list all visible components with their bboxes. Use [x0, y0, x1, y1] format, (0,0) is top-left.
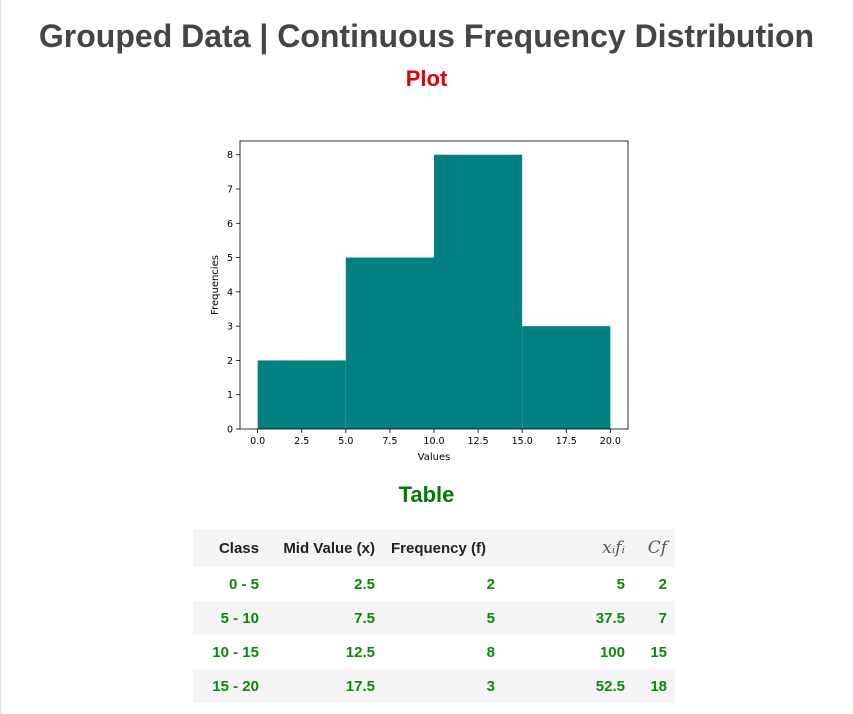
y-tick-label: 0	[227, 425, 233, 436]
header-frequency: Frequency (f)	[383, 529, 503, 567]
histogram-bar-1	[345, 257, 434, 429]
plot-heading: Plot	[405, 66, 448, 91]
table-header-row: Class Mid Value (x) Frequency (f) xᵢfᵢ C…	[193, 529, 675, 567]
x-tick-label: 7.5	[382, 436, 397, 447]
header-cf: Cf	[633, 529, 675, 567]
table-row: 15 - 20 17.5 3 52.5 18	[193, 669, 675, 703]
cell-mid-value: 17.5	[267, 669, 383, 703]
histogram-chart: 0.0 2.5 5.0 7.5 10.0 12.5 15.0 17.5 20.0 0 1 2 3 4 5 6 7…	[210, 140, 629, 463]
y-tick-label: 4	[227, 287, 233, 298]
header-xi-fi: xᵢfᵢ	[503, 529, 633, 567]
x-tick-label: 10.0	[423, 436, 444, 447]
cell-mid-value: 7.5	[267, 601, 383, 635]
x-tick-label: 0.0	[250, 436, 265, 447]
page-title: Grouped Data | Continuous Frequency Dist…	[38, 18, 815, 54]
y-tick-label: 8	[227, 150, 233, 161]
cell-mid-value: 12.5	[345, 643, 375, 661]
x-axis-label: Values	[418, 452, 451, 463]
y-tick-label: 1	[227, 390, 233, 401]
cell-mid-value: 2.5	[354, 575, 375, 593]
cell-class: 0 - 5	[228, 575, 259, 593]
cell-frequency: 8	[486, 643, 495, 661]
cell-xi-fi: 52.5	[503, 669, 633, 703]
cell-xi-fi: 37.5	[503, 601, 633, 635]
page-left-border	[0, 0, 1, 714]
frequency-table: Class Mid Value (x) Frequency (f) xᵢfᵢ C…	[193, 529, 675, 703]
header-mid-value: Mid Value (x)	[267, 529, 383, 567]
x-tick-label: 5.0	[338, 436, 353, 447]
cell-class: 10 - 15	[212, 643, 259, 661]
table-row: 10 - 15 12.5 8 100 15	[193, 635, 675, 669]
table-row: 0 - 5 2.5 2 5 2	[193, 567, 675, 601]
y-tick-label: 6	[227, 219, 233, 230]
x-tick-label: 20.0	[600, 436, 621, 447]
table-row: 5 - 10 7.5 5 37.5 7	[193, 601, 675, 635]
histogram-bar-2	[434, 154, 523, 429]
y-tick-label: 3	[227, 322, 233, 333]
cell-frequency: 2	[486, 575, 495, 593]
cell-class: 5 - 10	[193, 601, 267, 635]
x-tick-label: 15.0	[512, 436, 533, 447]
y-tick-label: 2	[227, 356, 233, 367]
cell-xi-fi: 5	[616, 575, 625, 593]
x-tick-label: 17.5	[556, 436, 577, 447]
table-heading: Table	[398, 482, 455, 507]
header-class: Class	[193, 529, 267, 567]
histogram-bar-3	[522, 326, 611, 429]
cell-class: 15 - 20	[193, 669, 267, 703]
cell-frequency: 3	[383, 669, 503, 703]
histogram-bar-0	[257, 360, 346, 429]
y-axis-label: Frequencies	[210, 255, 221, 315]
cell-cf: 18	[633, 669, 675, 703]
cell-cf: 15	[650, 643, 667, 661]
x-tick-label: 2.5	[294, 436, 309, 447]
x-tick-label: 12.5	[468, 436, 489, 447]
cell-xi-fi: 100	[599, 643, 625, 661]
y-tick-label: 5	[227, 253, 233, 264]
cell-cf: 7	[633, 601, 675, 635]
y-tick-label: 7	[227, 185, 233, 196]
cell-cf: 2	[658, 575, 667, 593]
cell-frequency: 5	[383, 601, 503, 635]
